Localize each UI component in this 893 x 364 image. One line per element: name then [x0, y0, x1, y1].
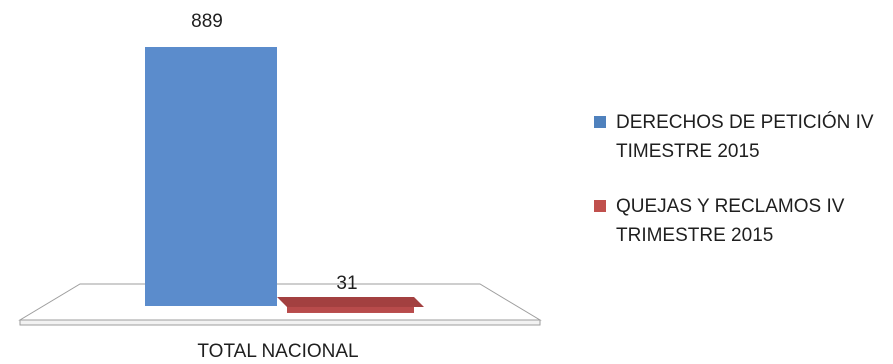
- chart-legend: DERECHOS DE PETICIÓN IV TIMESTRE 2015 QU…: [594, 108, 884, 276]
- bar-derechos: [145, 47, 277, 306]
- bar-quejas: [277, 296, 424, 313]
- legend-label-quejas: QUEJAS Y RECLAMOS IV TRIMESTRE 2015: [616, 196, 845, 246]
- legend-item-quejas: QUEJAS Y RECLAMOS IV TRIMESTRE 2015: [594, 192, 884, 250]
- data-label-quejas: 31: [336, 273, 357, 294]
- chart-floor: [18, 283, 542, 326]
- legend-item-derechos: DERECHOS DE PETICIÓN IV TIMESTRE 2015: [594, 108, 884, 166]
- legend-swatch-derechos: [594, 116, 606, 128]
- data-label-derechos: 889: [191, 11, 223, 32]
- legend-label-derechos: DERECHOS DE PETICIÓN IV TIMESTRE 2015: [616, 112, 874, 162]
- category-label: TOTAL NACIONAL: [197, 341, 358, 362]
- legend-swatch-quejas: [594, 200, 606, 212]
